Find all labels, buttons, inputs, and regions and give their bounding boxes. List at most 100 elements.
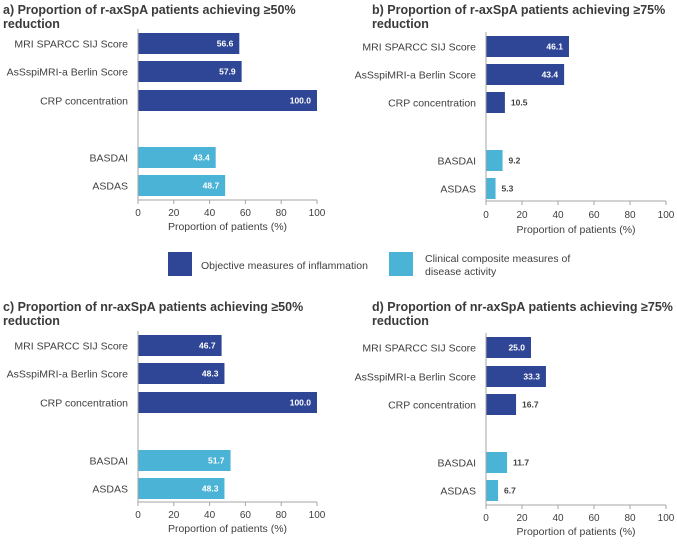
data-label: 57.9: [219, 67, 236, 77]
data-label: 10.5: [511, 98, 528, 108]
x-tick-label: 100: [309, 208, 326, 219]
bar: [138, 363, 225, 384]
legend-label-clinical-line1: Clinical composite measures of: [425, 253, 570, 265]
chart-title-line2: reduction: [3, 314, 60, 328]
data-label: 48.3: [202, 484, 219, 494]
bar: [138, 450, 231, 471]
bar: [486, 480, 499, 501]
x-tick-label: 60: [240, 208, 252, 219]
legend-swatch-clinical: [389, 252, 413, 276]
category-label: ASDAS: [440, 486, 476, 498]
bar: [486, 92, 505, 113]
bar: [486, 64, 565, 85]
x-tick-label: 100: [658, 513, 675, 524]
bar: [486, 36, 569, 57]
category-label: BASDAI: [437, 156, 476, 168]
data-label: 25.0: [508, 343, 525, 353]
category-label: CRP concentration: [388, 400, 476, 412]
x-tick-label: 20: [168, 208, 180, 219]
bar: [138, 147, 216, 168]
bar: [486, 394, 517, 415]
data-label: 9.2: [509, 156, 521, 166]
category-label: MRI SPARCC SIJ Score: [362, 343, 476, 355]
x-axis-label: Proportion of patients (%): [516, 224, 635, 236]
category-label: ASDAS: [92, 181, 128, 193]
category-label: AsSspiMRI-a Berlin Score: [7, 67, 129, 79]
bar: [486, 452, 508, 473]
chart-panel-c: c) Proportion of nr-axSpA patients achie…: [3, 300, 326, 535]
data-label: 16.7: [522, 400, 539, 410]
category-label: BASDAI: [437, 458, 476, 470]
x-tick-label: 60: [240, 510, 252, 521]
data-label: 43.4: [542, 70, 559, 80]
x-tick-label: 60: [588, 210, 600, 221]
bar: [138, 90, 317, 111]
category-label: AsSspiMRI-a Berlin Score: [355, 372, 477, 384]
category-label: MRI SPARCC SIJ Score: [14, 341, 128, 353]
x-tick-label: 60: [588, 513, 600, 524]
chart-title-line2: reduction: [3, 17, 60, 31]
data-label: 51.7: [208, 456, 225, 466]
data-label: 5.3: [502, 184, 514, 194]
category-label: CRP concentration: [40, 96, 128, 108]
x-tick-label: 0: [483, 210, 489, 221]
x-tick-label: 100: [658, 210, 675, 221]
bar: [486, 150, 503, 171]
charts: a) Proportion of r-axSpA patients achiev…: [3, 3, 675, 538]
data-label: 48.3: [202, 369, 219, 379]
category-label: AsSspiMRI-a Berlin Score: [7, 369, 129, 381]
x-tick-label: 40: [204, 208, 216, 219]
chart-title-line2: reduction: [372, 314, 429, 328]
data-label: 11.7: [513, 458, 529, 468]
x-tick-label: 0: [135, 510, 141, 521]
data-label: 33.3: [523, 372, 540, 382]
bar: [138, 392, 317, 413]
data-label: 56.6: [217, 39, 234, 49]
x-axis-label: Proportion of patients (%): [516, 526, 635, 538]
chart-panel-d: d) Proportion of nr-axSpA patients achie…: [355, 300, 675, 538]
category-label: CRP concentration: [388, 98, 476, 110]
x-tick-label: 0: [135, 208, 141, 219]
bar: [138, 478, 225, 499]
legend-label-objective: Objective measures of inflammation: [201, 260, 368, 272]
bar: [486, 178, 496, 199]
legend-swatch-objective: [168, 252, 192, 276]
x-axis-label: Proportion of patients (%): [168, 523, 287, 535]
legend: Objective measures of inflammation Clini…: [168, 252, 570, 278]
x-tick-label: 40: [204, 510, 216, 521]
x-tick-label: 100: [309, 510, 326, 521]
chart-title-line1: c) Proportion of nr-axSpA patients achie…: [3, 300, 303, 314]
category-label: MRI SPARCC SIJ Score: [362, 42, 476, 54]
x-tick-label: 40: [552, 513, 564, 524]
x-tick-label: 20: [516, 210, 528, 221]
chart-title-line1: a) Proportion of r-axSpA patients achiev…: [3, 3, 296, 17]
chart-title-line1: b) Proportion of r-axSpA patients achiev…: [372, 3, 665, 17]
x-axis-label: Proportion of patients (%): [168, 221, 287, 233]
bar: [486, 337, 531, 358]
category-label: ASDAS: [92, 484, 128, 496]
bar: [138, 175, 226, 196]
chart-panel-a: a) Proportion of r-axSpA patients achiev…: [3, 3, 326, 233]
data-label: 6.7: [504, 486, 516, 496]
x-tick-label: 80: [276, 208, 288, 219]
x-tick-label: 80: [276, 510, 288, 521]
chart-panel-b: b) Proportion of r-axSpA patients achiev…: [355, 3, 675, 236]
category-label: BASDAI: [89, 153, 128, 165]
bar: [138, 33, 240, 54]
category-label: MRI SPARCC SIJ Score: [14, 39, 128, 51]
data-label: 48.7: [203, 181, 220, 191]
chart-title-line2: reduction: [372, 17, 429, 31]
bar: [486, 366, 546, 387]
data-label: 100.0: [290, 96, 312, 106]
x-tick-label: 80: [624, 513, 636, 524]
x-tick-label: 40: [552, 210, 564, 221]
bar: [138, 335, 222, 356]
data-label: 43.4: [193, 153, 210, 163]
category-label: AsSspiMRI-a Berlin Score: [355, 70, 477, 82]
x-tick-label: 0: [483, 513, 489, 524]
category-label: ASDAS: [440, 184, 476, 196]
data-label: 46.1: [546, 42, 563, 52]
category-label: BASDAI: [89, 456, 128, 468]
data-label: 46.7: [199, 341, 216, 351]
